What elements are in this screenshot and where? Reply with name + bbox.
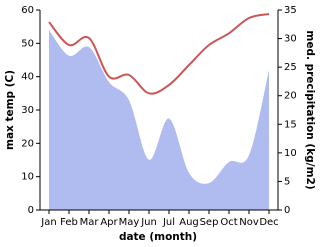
y-tick-label: 20 (21, 138, 34, 149)
y-tick-label: 40 (21, 72, 34, 83)
precipitation-area (49, 30, 269, 210)
y-axis-label: max temp (C) (4, 70, 16, 150)
x-tick-label: Oct (220, 217, 237, 228)
y2-tick-label: 5 (284, 176, 290, 187)
x-tick-label: Nov (239, 217, 259, 228)
y-tick-label: 0 (28, 205, 34, 216)
x-tick-label: Sep (200, 217, 219, 228)
temp-line (48, 13, 270, 95)
x-tick-label: Jul (162, 217, 175, 228)
x-tick-label: Feb (60, 217, 78, 228)
y-tick-label: 60 (21, 5, 34, 16)
y2-tick-label: 0 (284, 205, 290, 216)
y2-axis-label: med. precipitation (kg/m2) (304, 30, 316, 189)
x-tick-label: Dec (259, 217, 278, 228)
y2-tick-label: 10 (284, 148, 297, 159)
y2-tick-label: 30 (284, 34, 297, 45)
x-tick-label: Jan (40, 217, 56, 228)
x-tick-label: Aug (179, 217, 199, 228)
x-tick-label: Mar (80, 217, 100, 228)
y2-tick-label: 20 (284, 91, 297, 102)
x-tick-label: Jun (140, 217, 157, 228)
y-tick-label: 50 (21, 38, 34, 49)
y2-tick-label: 35 (284, 5, 297, 16)
x-tick-label: May (119, 217, 140, 228)
x-tick-label: Apr (100, 217, 118, 228)
y-tick-label: 30 (21, 105, 34, 116)
y-tick-label: 10 (21, 172, 34, 183)
y2-tick-label: 15 (284, 119, 297, 130)
x-axis-label: date (month) (119, 231, 197, 243)
y2-tick-label: 25 (284, 62, 297, 73)
